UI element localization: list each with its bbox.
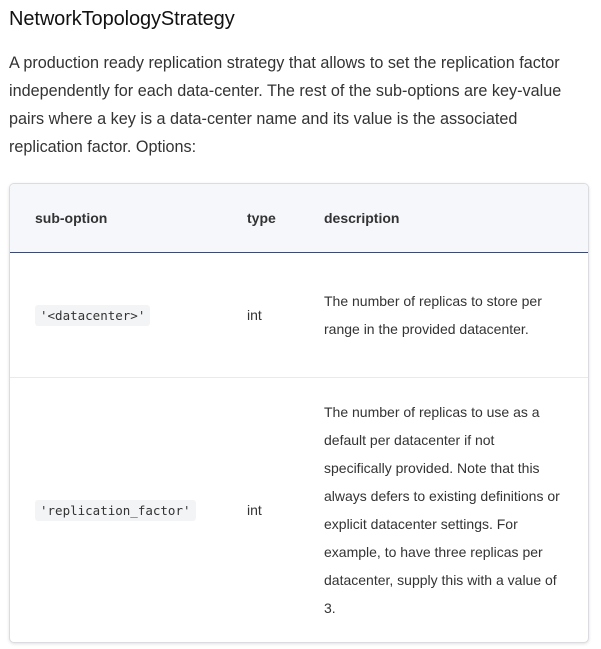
description-cell: The number of replicas to use as a defau… xyxy=(324,403,560,616)
suboption-code: 'replication_factor' xyxy=(35,499,196,521)
description-cell: The number of replicas to store per rang… xyxy=(324,292,542,337)
suboption-cell: 'replication_factor' xyxy=(10,377,247,642)
type-cell: int xyxy=(247,501,262,518)
options-table-card: sub-option type description '<datacenter… xyxy=(9,183,589,643)
options-table: sub-option type description '<datacenter… xyxy=(10,184,588,642)
table-row: '<datacenter>' int The number of replica… xyxy=(10,252,588,377)
page: NetworkTopologyStrategy A production rea… xyxy=(0,6,601,649)
header-type: type xyxy=(247,209,276,226)
table-header: sub-option type description xyxy=(10,184,588,252)
suboption-code: '<datacenter>' xyxy=(35,304,151,326)
section-title: NetworkTopologyStrategy xyxy=(9,8,235,30)
table-body: '<datacenter>' int The number of replica… xyxy=(10,252,588,642)
header-description: description xyxy=(324,209,400,226)
table-row: 'replication_factor' int The number of r… xyxy=(10,377,588,642)
suboption-cell: '<datacenter>' xyxy=(10,252,247,377)
header-row: sub-option type description xyxy=(10,184,588,252)
type-cell: int xyxy=(247,306,262,323)
section-description: A production ready replication strategy … xyxy=(9,54,562,156)
header-suboption: sub-option xyxy=(35,209,108,226)
